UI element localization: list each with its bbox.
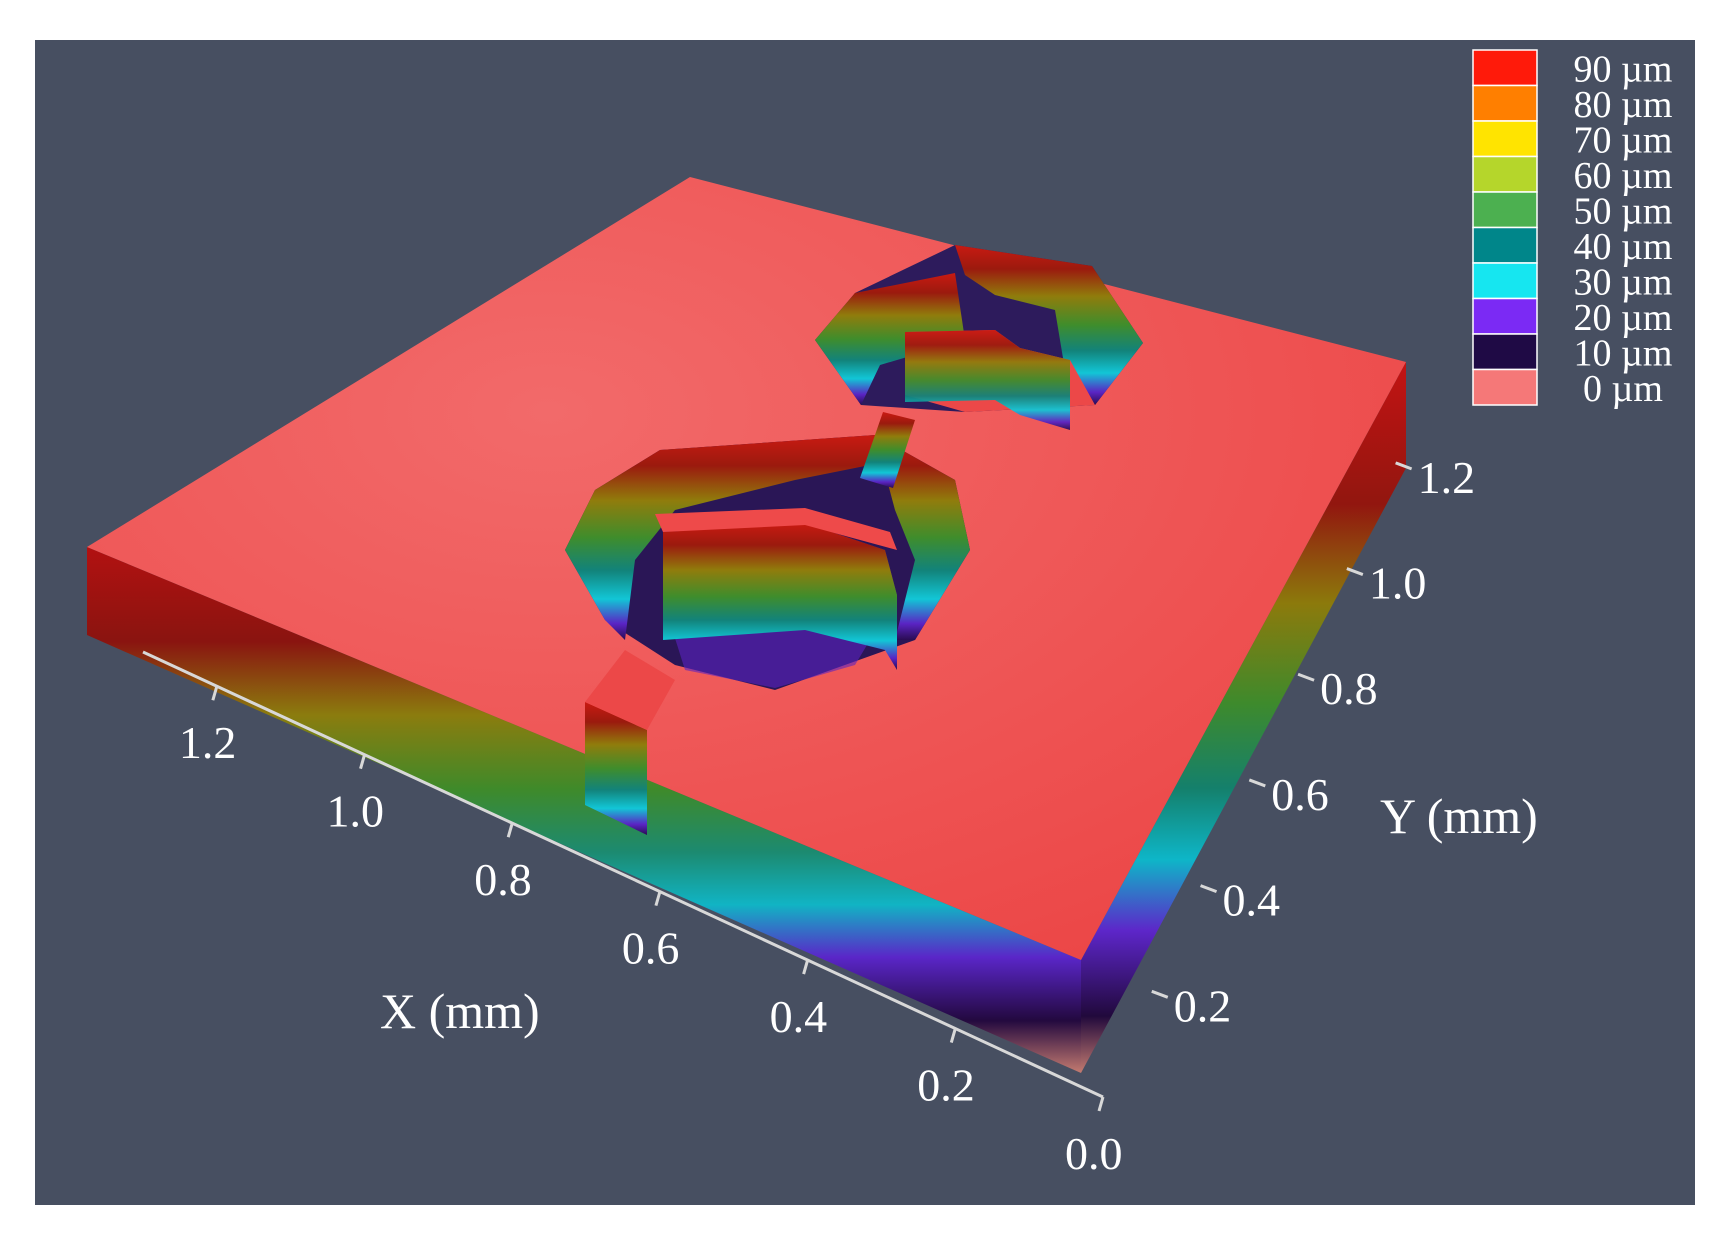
x-axis-line <box>142 650 1104 1099</box>
legend-swatch <box>1472 226 1538 264</box>
legend-swatch <box>1472 368 1538 406</box>
y-tick-label: 0.8 <box>1320 663 1378 714</box>
x-axis-title: X (mm) <box>380 983 540 1039</box>
legend-swatch <box>1472 120 1538 158</box>
x-tick-label: 0.4 <box>770 991 828 1042</box>
legend-swatch <box>1472 333 1538 371</box>
legend-label: 80 µm <box>1574 84 1673 126</box>
x-tick-label: 0.0 <box>1065 1128 1123 1179</box>
legend-swatch <box>1472 84 1538 122</box>
channel-cut <box>860 412 915 488</box>
y-axis: 0.2 0.4 0.6 0.8 1.0 1.2 <box>1151 452 1476 1031</box>
legend-swatch <box>1472 191 1538 229</box>
legend-swatch <box>1472 297 1538 335</box>
edge-notch <box>585 702 647 835</box>
y-tick-mark <box>1151 989 1169 999</box>
legend-label: 40 µm <box>1574 226 1673 268</box>
y-tick-label: 0.4 <box>1223 875 1281 926</box>
x-tick-label: 0.6 <box>622 923 680 974</box>
x-tick-label: 1.0 <box>327 786 385 837</box>
legend-label: 10 µm <box>1574 333 1673 375</box>
x-tick-mark <box>1097 1096 1105 1112</box>
y-tick-mark <box>1395 461 1413 471</box>
y-tick-label: 1.0 <box>1369 558 1427 609</box>
y-tick-mark <box>1297 672 1315 682</box>
slab-front-right-side <box>1081 362 1406 1073</box>
x-tick-label: 0.2 <box>917 1060 975 1111</box>
legend-label: 60 µm <box>1574 155 1673 197</box>
legend-label: 30 µm <box>1574 262 1673 304</box>
x-tick-mark <box>359 754 366 770</box>
legend-label: 50 µm <box>1574 191 1673 233</box>
legend-swatch <box>1472 262 1538 300</box>
x-tick-label: 1.2 <box>179 717 237 768</box>
legend-swatch <box>1472 49 1538 87</box>
x-tick-mark <box>506 822 514 838</box>
edge-notch-top <box>585 650 675 730</box>
legend-label: 70 µm <box>1574 120 1673 162</box>
y-tick-label: 0.6 <box>1271 769 1329 820</box>
surface-plot: 0.0 0.2 0.4 0.6 0.8 1.0 1.2 0.2 0.4 0.6 0.8 1.0 1.2… <box>87 49 1673 1179</box>
y-tick-label: 0.2 <box>1174 980 1232 1031</box>
x-tick-mark <box>949 1028 957 1043</box>
legend-label: 90 µm <box>1574 49 1673 91</box>
x-axis: 0.0 0.2 0.4 0.6 0.8 1.0 1.2 <box>142 650 1123 1179</box>
slab-front-left-side <box>87 547 1081 1073</box>
legend-label: 20 µm <box>1574 297 1673 339</box>
y-tick-mark <box>1248 778 1266 788</box>
x-tick-mark <box>211 685 219 701</box>
y-tick-label: 1.2 <box>1418 452 1476 503</box>
y-axis-title: Y (mm) <box>1380 788 1538 844</box>
legend-label: 0 µm <box>1583 368 1663 410</box>
legend-swatch <box>1472 155 1538 193</box>
y-tick-mark <box>1346 567 1364 576</box>
plot-panel: 0.0 0.2 0.4 0.6 0.8 1.0 1.2 0.2 0.4 0.6 0.8 1.0 1.2… <box>35 40 1695 1205</box>
lower-pocket <box>565 435 970 690</box>
x-tick-mark <box>802 959 810 975</box>
x-tick-label: 0.8 <box>474 854 532 905</box>
y-tick-mark <box>1200 884 1218 894</box>
x-tick-mark <box>654 891 662 907</box>
upper-pocket <box>815 245 1143 430</box>
